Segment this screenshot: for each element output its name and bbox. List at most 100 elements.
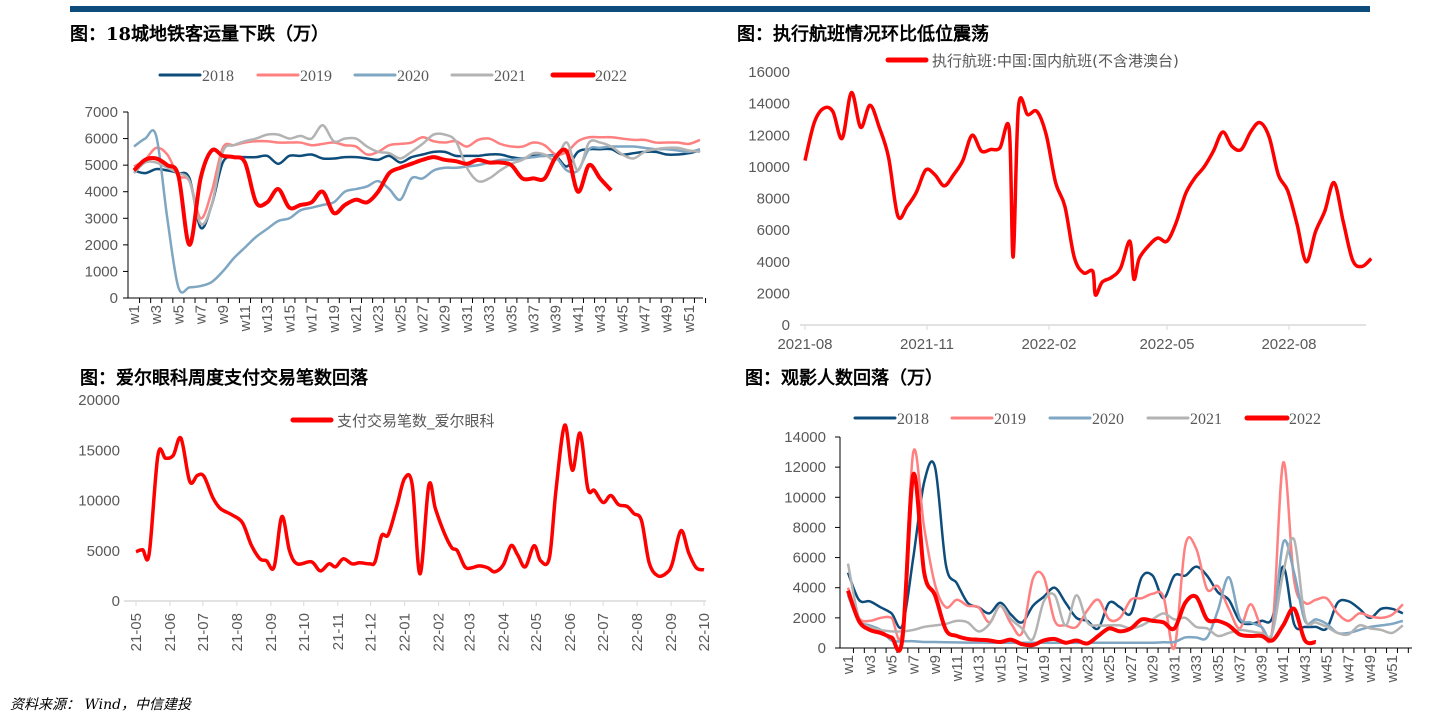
chart1-xtick-label: w17 bbox=[304, 305, 321, 334]
chart2-ytick-label: 2000 bbox=[757, 285, 790, 302]
chart3-xtick-label: 22-02 bbox=[431, 613, 448, 651]
chart1-xtick-label: w1 bbox=[126, 305, 143, 325]
chart1-xtick-label: w11 bbox=[237, 305, 254, 332]
chart3-series-line bbox=[135, 423, 705, 579]
chart3-xtick-label: 22-03 bbox=[461, 613, 478, 651]
source-note: 资料来源： Wind，中信建投 bbox=[10, 697, 192, 713]
chart4-xtick-label: w51 bbox=[1384, 655, 1401, 684]
chart4-legend-label-2022: 2022 bbox=[1289, 411, 1321, 428]
chart4-xtick-label: w27 bbox=[1123, 655, 1140, 684]
chart2-series-line bbox=[803, 90, 1373, 297]
chart2-xtick-label: 2022-08 bbox=[1261, 336, 1316, 353]
chart1-series-2021-line bbox=[133, 124, 701, 226]
chart1-xtick-label: w29 bbox=[437, 305, 454, 334]
chart3-ytick-label: 10000 bbox=[78, 493, 120, 510]
chart1-series-2020-line bbox=[133, 129, 701, 294]
chart3-xtick-label: 21-09 bbox=[263, 613, 280, 651]
chart1-xtick-label: w37 bbox=[526, 305, 543, 334]
chart3-ytick-label: 20000 bbox=[78, 392, 120, 409]
chart1-ytick-label: 7000 bbox=[85, 104, 118, 121]
chart1-xtick-label: w47 bbox=[637, 305, 654, 334]
chart4-xtick-label: w13 bbox=[971, 655, 988, 684]
chart4-ytick-label: 6000 bbox=[793, 550, 826, 567]
chart4-xtick-label: w1 bbox=[840, 655, 857, 675]
chart4-ytick-label: 4000 bbox=[793, 580, 826, 597]
chart4-xtick-label: w25 bbox=[1101, 655, 1118, 684]
chart2-xtick-label: 2022-02 bbox=[1021, 336, 1076, 353]
chart4-ytick-label: 14000 bbox=[784, 429, 826, 446]
chart2-title: 图：执行航班情况环比低位震荡 bbox=[737, 24, 989, 45]
chart1-xtick-label: w45 bbox=[614, 305, 631, 334]
chart1-xtick-label: w51 bbox=[681, 305, 698, 334]
chart1-xtick-label: w41 bbox=[570, 305, 587, 334]
chart1-series-2019-line bbox=[133, 135, 701, 220]
chart4-series-2018-line bbox=[846, 460, 1404, 632]
chart3-xtick-label: 22-06 bbox=[562, 613, 579, 651]
chart1-xtick-label: w19 bbox=[326, 305, 343, 334]
chart2-ytick-label: 6000 bbox=[757, 222, 790, 239]
chart3-xtick-label: 22-04 bbox=[495, 613, 512, 651]
chart2-ytick-label: 16000 bbox=[748, 64, 790, 81]
chart4-series-2020-line bbox=[846, 539, 1404, 645]
chart1-xtick-label: w35 bbox=[503, 305, 520, 334]
chart4-ytick-label: 8000 bbox=[793, 519, 826, 536]
chart1-legend-label-2019: 2019 bbox=[300, 68, 332, 85]
chart3-xtick-label: 21-08 bbox=[229, 613, 246, 651]
chart4-ytick-label: 2000 bbox=[793, 610, 826, 627]
chart3-xtick-label: 22-01 bbox=[397, 613, 414, 651]
chart1-xtick-label: w3 bbox=[148, 305, 165, 325]
chart3-xtick-label: 22-07 bbox=[595, 613, 612, 651]
chart4-xtick-label: w41 bbox=[1275, 655, 1292, 684]
chart4-xtick-label: w29 bbox=[1145, 655, 1162, 684]
chart4-ytick-label: 10000 bbox=[784, 489, 826, 506]
chart4-xtick-label: w33 bbox=[1188, 655, 1205, 684]
chart4-xtick-label: w35 bbox=[1210, 655, 1227, 684]
chart3-xtick-label: 21-10 bbox=[296, 613, 313, 651]
chart4-xtick-label: w21 bbox=[1058, 655, 1075, 684]
chart4-xtick-label: w3 bbox=[862, 655, 879, 675]
chart2-ytick-label: 8000 bbox=[757, 191, 790, 208]
chart1-xtick-label: w31 bbox=[459, 305, 476, 334]
chart4-xtick-label: w39 bbox=[1253, 655, 1270, 684]
chart4-legend-label-2021: 2021 bbox=[1190, 411, 1222, 428]
chart1-ytick-label: 6000 bbox=[85, 131, 118, 148]
chart4-xtick-label: w15 bbox=[992, 655, 1009, 684]
chart4-legend-label-2019: 2019 bbox=[994, 411, 1026, 428]
chart4-xtick-label: w5 bbox=[884, 655, 901, 675]
chart3-ytick-label: 15000 bbox=[78, 442, 120, 459]
chart3-xtick-label: 21-05 bbox=[128, 613, 145, 651]
chart1-xtick-label: w25 bbox=[392, 305, 409, 334]
chart3-xtick-label: 22-05 bbox=[528, 613, 545, 651]
chart4-xtick-label: w23 bbox=[1079, 655, 1096, 684]
chart3-xtick-label: 22-08 bbox=[629, 613, 646, 651]
chart3-ytick-label: 0 bbox=[112, 593, 120, 610]
chart3-legend-label: 支付交易笔数_爱尔眼科 bbox=[337, 412, 495, 431]
chart1-ytick-label: 3000 bbox=[85, 210, 118, 227]
header-bar bbox=[70, 6, 1370, 12]
chart4-legend-label-2018: 2018 bbox=[897, 411, 929, 428]
chart4-xtick-label: w49 bbox=[1362, 655, 1379, 684]
chart4-xtick-label: w43 bbox=[1297, 655, 1314, 684]
chart2-ytick-label: 4000 bbox=[757, 254, 790, 271]
chart4-xtick-label: w17 bbox=[1014, 655, 1031, 684]
chart2-ytick-label: 0 bbox=[782, 317, 790, 334]
chart1-xtick-label: w9 bbox=[215, 305, 232, 325]
chart1-xtick-label: w21 bbox=[348, 305, 365, 334]
chart4-xtick-label: w37 bbox=[1232, 655, 1249, 684]
chart4-series-2019-line bbox=[846, 448, 1404, 651]
chart4-xtick-label: w11 bbox=[949, 655, 966, 682]
chart4-xtick-label: w31 bbox=[1166, 655, 1183, 684]
chart1-legend-label-2021: 2021 bbox=[494, 68, 526, 85]
chart4-series-2022-line bbox=[846, 471, 1317, 653]
chart1-title: 图：18城地铁客运量下跌（万） bbox=[70, 24, 330, 45]
chart3-xtick-label: 21-07 bbox=[195, 613, 212, 651]
chart1-legend-label-2018: 2018 bbox=[202, 68, 234, 85]
chart3-ytick-label: 5000 bbox=[87, 543, 120, 560]
chart3-title: 图：爱尔眼科周度支付交易笔数回落 bbox=[80, 368, 368, 389]
chart2-xtick-label: 2022-05 bbox=[1139, 336, 1194, 353]
chart2-legend-label: 执行航班:中国:国内航班(不含港澳台) bbox=[932, 52, 1179, 70]
chart3-xtick-label: 21-06 bbox=[162, 613, 179, 651]
chart3-xtick-label: 22-10 bbox=[696, 613, 713, 651]
chart1-xtick-label: w49 bbox=[659, 305, 676, 334]
chart1-xtick-label: w7 bbox=[193, 305, 210, 325]
